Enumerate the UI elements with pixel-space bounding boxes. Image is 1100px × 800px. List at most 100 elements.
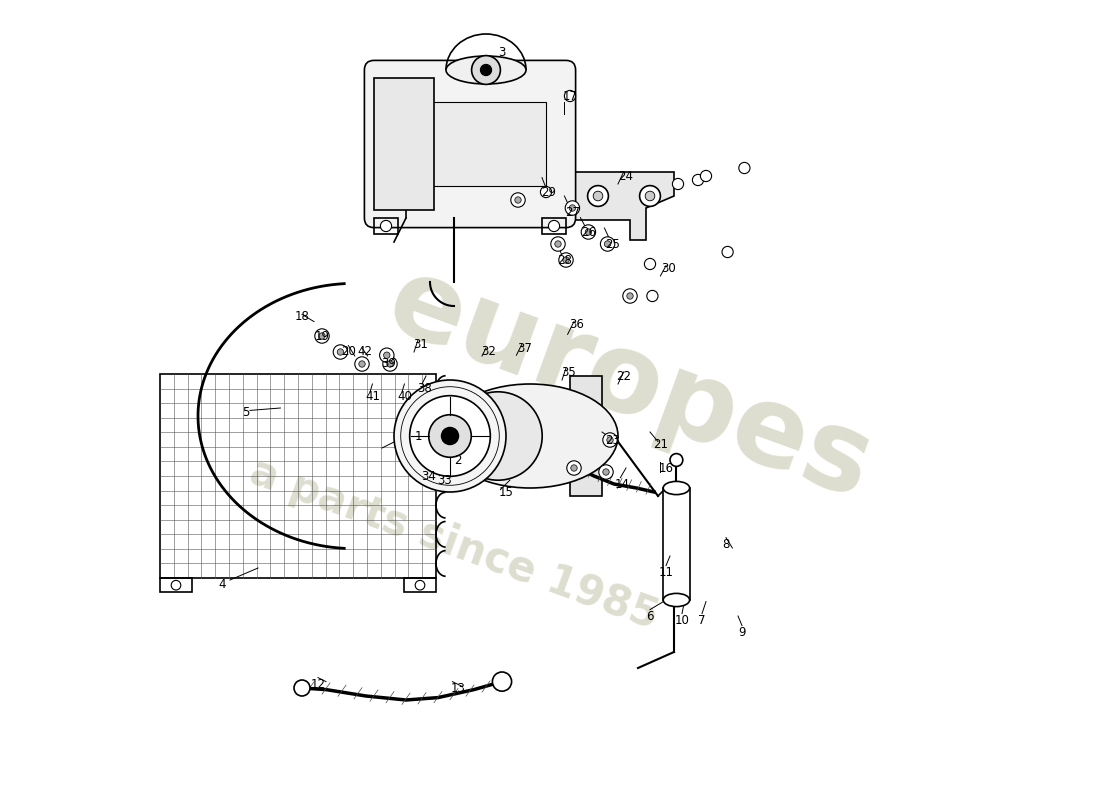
Text: 2: 2 bbox=[454, 454, 462, 466]
Text: 19: 19 bbox=[315, 330, 330, 342]
Circle shape bbox=[587, 186, 608, 206]
Text: 41: 41 bbox=[365, 390, 380, 402]
Circle shape bbox=[387, 361, 393, 367]
Bar bbox=[663, 488, 690, 600]
Text: a parts since 1985: a parts since 1985 bbox=[244, 450, 664, 638]
Circle shape bbox=[604, 241, 611, 247]
Circle shape bbox=[569, 205, 575, 211]
Circle shape bbox=[722, 246, 734, 258]
Circle shape bbox=[601, 237, 615, 251]
Bar bbox=[374, 78, 434, 210]
Text: 22: 22 bbox=[616, 370, 631, 382]
Text: 36: 36 bbox=[569, 318, 584, 330]
Text: 1: 1 bbox=[415, 430, 421, 442]
Circle shape bbox=[565, 201, 580, 215]
Text: 24: 24 bbox=[618, 170, 634, 182]
Text: 34: 34 bbox=[421, 470, 436, 482]
Circle shape bbox=[607, 437, 613, 443]
Circle shape bbox=[564, 90, 575, 102]
Circle shape bbox=[333, 345, 348, 359]
Circle shape bbox=[415, 581, 425, 590]
Circle shape bbox=[585, 229, 592, 235]
Circle shape bbox=[510, 193, 525, 207]
Circle shape bbox=[441, 427, 459, 444]
Text: 37: 37 bbox=[517, 342, 531, 354]
Circle shape bbox=[581, 225, 595, 239]
Bar bbox=[404, 578, 436, 592]
Ellipse shape bbox=[454, 392, 542, 480]
Bar bbox=[394, 102, 546, 186]
Circle shape bbox=[359, 361, 365, 367]
Bar bbox=[374, 218, 398, 234]
Ellipse shape bbox=[663, 594, 690, 606]
Circle shape bbox=[338, 349, 343, 355]
Text: europes: europes bbox=[374, 247, 887, 521]
Circle shape bbox=[384, 352, 390, 358]
Circle shape bbox=[603, 433, 617, 447]
Text: 25: 25 bbox=[605, 238, 619, 250]
Text: 21: 21 bbox=[653, 438, 668, 450]
Text: 4: 4 bbox=[218, 578, 226, 590]
Text: 42: 42 bbox=[356, 346, 372, 358]
Circle shape bbox=[409, 396, 491, 476]
Text: 32: 32 bbox=[481, 346, 496, 358]
Text: 35: 35 bbox=[561, 366, 575, 378]
Text: 18: 18 bbox=[295, 310, 309, 322]
Text: 33: 33 bbox=[437, 474, 452, 486]
Text: 8: 8 bbox=[723, 538, 729, 550]
Ellipse shape bbox=[446, 56, 526, 84]
Circle shape bbox=[319, 333, 326, 339]
Circle shape bbox=[493, 672, 512, 691]
Text: 9: 9 bbox=[738, 626, 746, 638]
Text: 14: 14 bbox=[615, 478, 629, 490]
Text: 39: 39 bbox=[381, 358, 396, 370]
Circle shape bbox=[647, 290, 658, 302]
Circle shape bbox=[701, 170, 712, 182]
Circle shape bbox=[540, 186, 551, 198]
Circle shape bbox=[646, 191, 654, 201]
FancyBboxPatch shape bbox=[364, 61, 575, 227]
Polygon shape bbox=[562, 172, 674, 240]
Text: 29: 29 bbox=[541, 186, 556, 198]
Circle shape bbox=[381, 221, 392, 232]
Circle shape bbox=[692, 174, 704, 186]
Circle shape bbox=[639, 186, 660, 206]
Ellipse shape bbox=[663, 482, 690, 494]
Text: 15: 15 bbox=[498, 486, 514, 498]
Circle shape bbox=[554, 241, 561, 247]
Circle shape bbox=[429, 414, 471, 458]
Text: 31: 31 bbox=[412, 338, 428, 350]
Circle shape bbox=[598, 465, 613, 479]
Bar bbox=[570, 376, 602, 496]
Circle shape bbox=[670, 454, 683, 466]
Circle shape bbox=[627, 293, 634, 299]
Text: 13: 13 bbox=[451, 682, 465, 694]
Text: 27: 27 bbox=[565, 206, 580, 218]
Circle shape bbox=[394, 380, 506, 492]
Text: 40: 40 bbox=[397, 390, 411, 402]
Circle shape bbox=[481, 64, 492, 76]
Circle shape bbox=[739, 162, 750, 174]
Circle shape bbox=[549, 221, 560, 232]
Text: 5: 5 bbox=[242, 406, 250, 418]
Text: 17: 17 bbox=[562, 90, 578, 102]
Circle shape bbox=[355, 357, 370, 371]
Text: 10: 10 bbox=[674, 614, 690, 626]
Text: 23: 23 bbox=[605, 434, 619, 446]
Ellipse shape bbox=[442, 384, 618, 488]
Circle shape bbox=[559, 253, 573, 267]
Bar bbox=[160, 374, 436, 578]
Circle shape bbox=[645, 258, 656, 270]
Circle shape bbox=[563, 257, 569, 263]
Circle shape bbox=[551, 237, 565, 251]
Circle shape bbox=[593, 191, 603, 201]
Circle shape bbox=[566, 461, 581, 475]
Circle shape bbox=[672, 178, 683, 190]
Text: 26: 26 bbox=[581, 226, 596, 238]
Text: 30: 30 bbox=[661, 262, 675, 274]
Circle shape bbox=[603, 469, 609, 475]
Text: 20: 20 bbox=[341, 346, 355, 358]
Bar bbox=[160, 578, 192, 592]
Circle shape bbox=[172, 581, 180, 590]
Text: 11: 11 bbox=[659, 566, 673, 578]
